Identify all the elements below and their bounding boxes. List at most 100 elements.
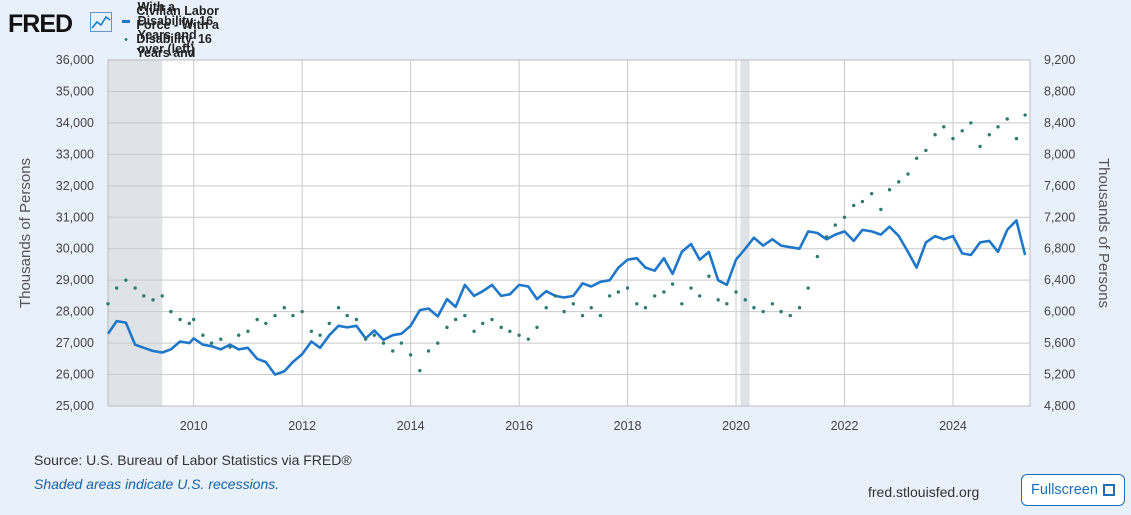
x-tick-label: 2014 [397, 419, 425, 433]
data-point-labor-force [300, 309, 304, 314]
legend-label-series1: Population - With a Disability, 16 Years… [137, 0, 214, 56]
series-line-population [106, 219, 1027, 376]
data-point-labor-force [698, 294, 702, 298]
data-point-labor-force [1005, 117, 1009, 121]
site-link[interactable]: fred.stlouisfed.org [868, 484, 980, 500]
data-point-labor-force [151, 298, 155, 302]
data-point-labor-force [1014, 136, 1019, 141]
data-point-labor-force [282, 306, 286, 310]
x-tick-label: 2016 [505, 419, 533, 433]
y-right-tick-label: 7,200 [1044, 210, 1075, 224]
y-left-tick-label: 30,000 [56, 242, 94, 256]
x-tick-label: 2012 [288, 419, 316, 433]
data-point-labor-force [133, 286, 137, 290]
data-point-labor-force [716, 298, 720, 302]
y-right-tick-label: 8,000 [1044, 147, 1075, 161]
data-point-labor-force [978, 144, 982, 149]
data-point-labor-force [160, 294, 164, 298]
fullscreen-label: Fullscreen [1031, 482, 1098, 498]
data-point-labor-force [114, 286, 119, 290]
data-point-labor-force [273, 313, 277, 318]
x-tick-label: 2018 [614, 419, 642, 433]
y-left-tick-label: 29,000 [56, 273, 94, 287]
y-left-tick-label: 35,000 [56, 84, 94, 98]
data-point-labor-force [635, 302, 639, 306]
data-point-labor-force [345, 313, 349, 318]
data-point-labor-force [106, 302, 110, 306]
x-tick-label: 2010 [180, 419, 208, 433]
data-point-labor-force [228, 345, 232, 349]
y-left-tick-label: 31,000 [56, 210, 94, 224]
data-point-labor-force [381, 341, 386, 345]
data-point-labor-force [806, 286, 810, 290]
data-point-labor-force [580, 313, 585, 318]
data-point-labor-force [472, 329, 476, 333]
data-point-labor-force [246, 329, 250, 333]
legend-item-series1[interactable]: Population - With a Disability, 16 Years… [122, 0, 223, 56]
y-left-tick-label: 36,000 [56, 53, 94, 67]
y-right-tick-label: 5,200 [1044, 368, 1075, 382]
data-point-labor-force [842, 215, 847, 219]
data-point-labor-force [399, 341, 404, 345]
data-point-labor-force [1023, 113, 1027, 117]
data-point-labor-force [201, 333, 205, 337]
data-point-labor-force [860, 199, 865, 204]
legend-swatch-dotted [122, 37, 129, 41]
fullscreen-button[interactable]: Fullscreen [1021, 474, 1125, 506]
data-point-labor-force [255, 317, 259, 322]
plot-background [108, 60, 1030, 406]
plot-border [107, 59, 1031, 407]
fred-logo[interactable]: FRED [8, 10, 73, 38]
data-point-labor-force [354, 317, 359, 322]
data-point-labor-force [942, 125, 946, 129]
data-point-labor-force [191, 317, 196, 322]
data-point-labor-force [463, 313, 467, 318]
y-right-tick-label: 8,800 [1044, 84, 1075, 98]
data-point-labor-force [752, 306, 756, 310]
data-point-labor-force [933, 133, 937, 137]
x-tick-label: 2022 [831, 419, 859, 433]
data-point-labor-force [237, 333, 241, 337]
y-right-tick-label: 9,200 [1044, 53, 1075, 67]
data-point-labor-force [833, 223, 837, 227]
data-point-labor-force [734, 290, 738, 294]
y-right-tick-label: 7,600 [1044, 179, 1075, 193]
data-point-labor-force [372, 333, 376, 337]
data-point-labor-force [707, 274, 711, 278]
data-point-labor-force [426, 349, 431, 353]
y-left-tick-label: 34,000 [56, 116, 94, 130]
data-point-labor-force [662, 290, 666, 294]
y-left-axis-title: Thousands of Persons [17, 158, 34, 308]
data-point-labor-force [824, 235, 829, 239]
data-point-labor-force [879, 207, 883, 212]
data-point-labor-force [670, 282, 675, 286]
data-point-labor-force [187, 321, 192, 326]
data-point-labor-force [391, 349, 395, 353]
data-point-labor-force [897, 180, 901, 184]
data-point-labor-force [616, 290, 621, 294]
data-point-labor-force [363, 337, 368, 341]
data-point-labor-force [852, 203, 856, 208]
data-point-labor-force [445, 325, 449, 330]
data-point-labor-force [598, 313, 603, 318]
recession-band [740, 60, 750, 406]
data-point-labor-force [571, 302, 576, 306]
legend: Population - With a Disability, 16 Years… [122, 0, 223, 74]
data-point-labor-force [906, 172, 910, 176]
data-point-labor-force [124, 278, 128, 282]
data-point-labor-force [689, 286, 693, 290]
legend-swatch-solid [122, 19, 130, 23]
data-point-labor-force [725, 302, 729, 306]
y-left-tick-label: 27,000 [56, 336, 94, 350]
data-point-labor-force [887, 188, 892, 192]
y-right-tick-label: 6,000 [1044, 305, 1075, 319]
data-point-labor-force [761, 309, 765, 314]
data-point-labor-force [408, 353, 413, 357]
data-point-labor-force [652, 294, 657, 298]
line-chart: 25,000 4,800 26,000 5,200 27,000 5,600 28,000 6… [17, 53, 1112, 433]
data-point-labor-force [779, 309, 783, 314]
data-point-labor-force [562, 309, 566, 314]
data-point-labor-force [589, 306, 593, 310]
data-point-labor-force [490, 317, 494, 322]
